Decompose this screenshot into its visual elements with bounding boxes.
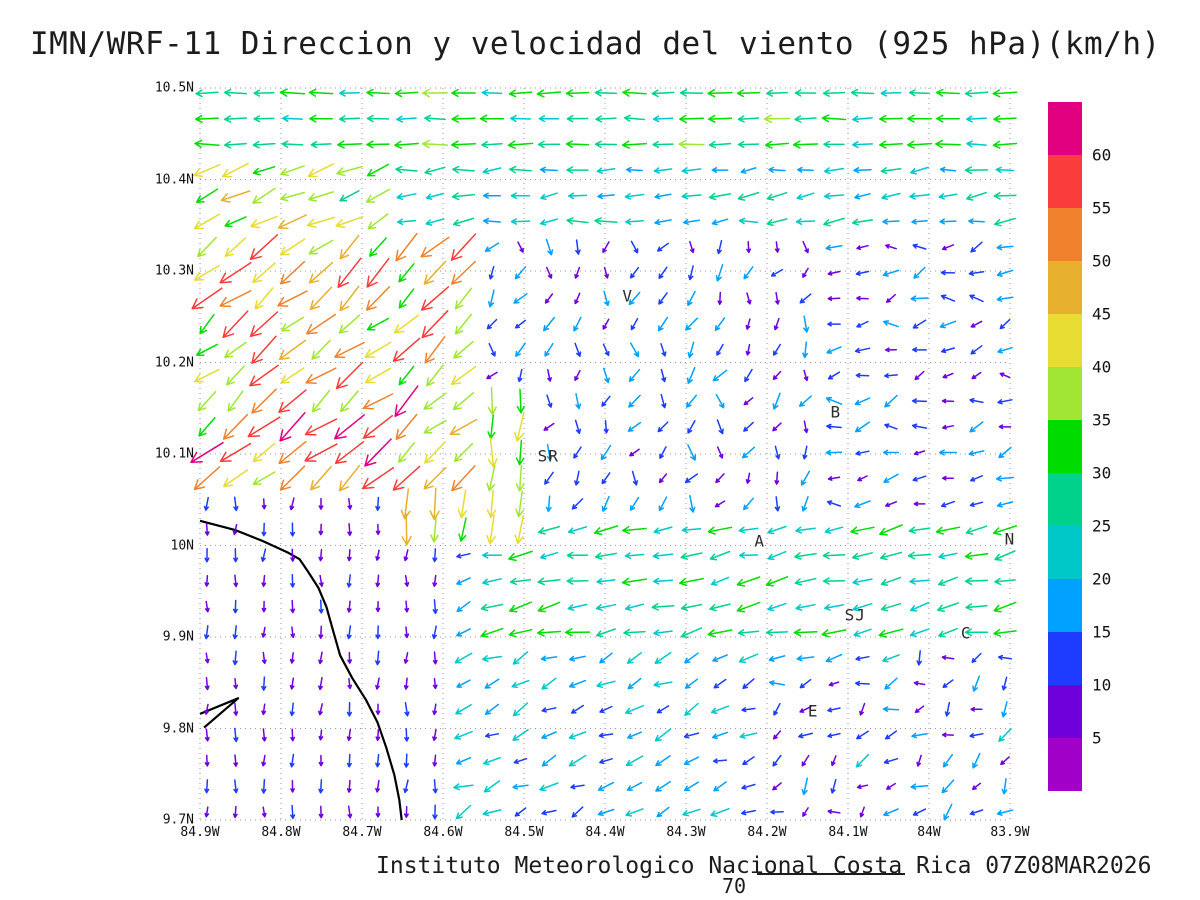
colorbar-tick-label: 55 xyxy=(1092,198,1112,218)
colorbar-segment xyxy=(1048,420,1082,473)
coastline xyxy=(199,519,403,821)
colorbar-segment xyxy=(1048,102,1082,155)
colorbar-segment xyxy=(1048,632,1082,685)
footer-credit: Instituto Meteorologico Nacional Costa R… xyxy=(376,853,1152,879)
footer-underline xyxy=(757,873,905,875)
footer-page-number: 70 xyxy=(722,874,747,898)
station-label: C xyxy=(960,623,972,643)
colorbar-segment xyxy=(1048,261,1082,314)
colorbar-segment xyxy=(1048,473,1082,526)
x-axis-tick-label: 84.6W xyxy=(423,825,463,840)
colorbar-tick-label: 40 xyxy=(1092,357,1112,377)
y-axis-tick-label: 10.3N xyxy=(154,263,194,279)
station-label: N xyxy=(1004,529,1016,549)
chart-title: IMN/WRF-11 Direccion y velocidad del vie… xyxy=(30,26,1161,62)
y-axis-tick-label: 10.1N xyxy=(154,446,194,462)
colorbar-segment xyxy=(1048,738,1082,791)
station-label: A xyxy=(754,531,766,551)
x-axis-tick-label: 84.9W xyxy=(180,825,220,840)
colorbar xyxy=(1048,102,1082,791)
station-label: SR xyxy=(537,446,559,466)
colorbar-tick-label: 5 xyxy=(1092,728,1102,748)
colorbar-segment xyxy=(1048,208,1082,261)
colorbar-tick-label: 20 xyxy=(1092,569,1112,589)
wind-vectors xyxy=(190,88,1018,821)
y-axis-tick-label: 9.7N xyxy=(162,812,194,828)
station-label: SJ xyxy=(844,605,866,625)
y-axis-tick-label: 10.5N xyxy=(154,80,194,96)
x-axis-tick-label: 84.4W xyxy=(585,825,625,840)
colorbar-segment xyxy=(1048,685,1082,738)
y-axis-tick-label: 10N xyxy=(170,538,194,553)
colorbar-segment xyxy=(1048,526,1082,579)
station-label: B xyxy=(830,402,842,422)
colorbar-tick-label: 60 xyxy=(1092,145,1112,165)
colorbar-segment xyxy=(1048,579,1082,632)
colorbar-tick-label: 15 xyxy=(1092,622,1112,642)
x-axis-tick-label: 84.3W xyxy=(666,825,706,840)
colorbar-segment xyxy=(1048,367,1082,420)
colorbar-tick-label: 30 xyxy=(1092,463,1112,483)
y-axis-tick-label: 9.8N xyxy=(162,721,194,736)
colorbar-segment xyxy=(1048,155,1082,208)
station-label: V xyxy=(622,286,633,306)
colorbar-segment xyxy=(1048,314,1082,367)
x-axis-tick-label: 84.8W xyxy=(261,825,301,840)
x-axis-tick-label: 84.1W xyxy=(828,825,868,840)
colorbar-tick-label: 35 xyxy=(1092,410,1112,430)
colorbar-tick-label: 50 xyxy=(1092,251,1112,271)
x-axis-tick-label: 84W xyxy=(917,825,941,840)
y-axis-tick-label: 10.4N xyxy=(154,172,194,187)
x-axis-tick-label: 84.5W xyxy=(504,825,544,840)
colorbar-tick-label: 25 xyxy=(1092,516,1112,536)
y-axis-tick-label: 10.2N xyxy=(154,355,194,370)
station-label: E xyxy=(807,701,819,721)
x-axis-tick-label: 84.2W xyxy=(747,825,787,840)
colorbar-tick-label: 45 xyxy=(1092,304,1112,324)
y-axis-tick-label: 9.9N xyxy=(162,629,194,645)
x-axis-tick-label: 84.7W xyxy=(342,825,382,840)
colorbar-tick-label: 10 xyxy=(1092,675,1112,695)
x-axis-tick-label: 83.9W xyxy=(990,825,1030,840)
